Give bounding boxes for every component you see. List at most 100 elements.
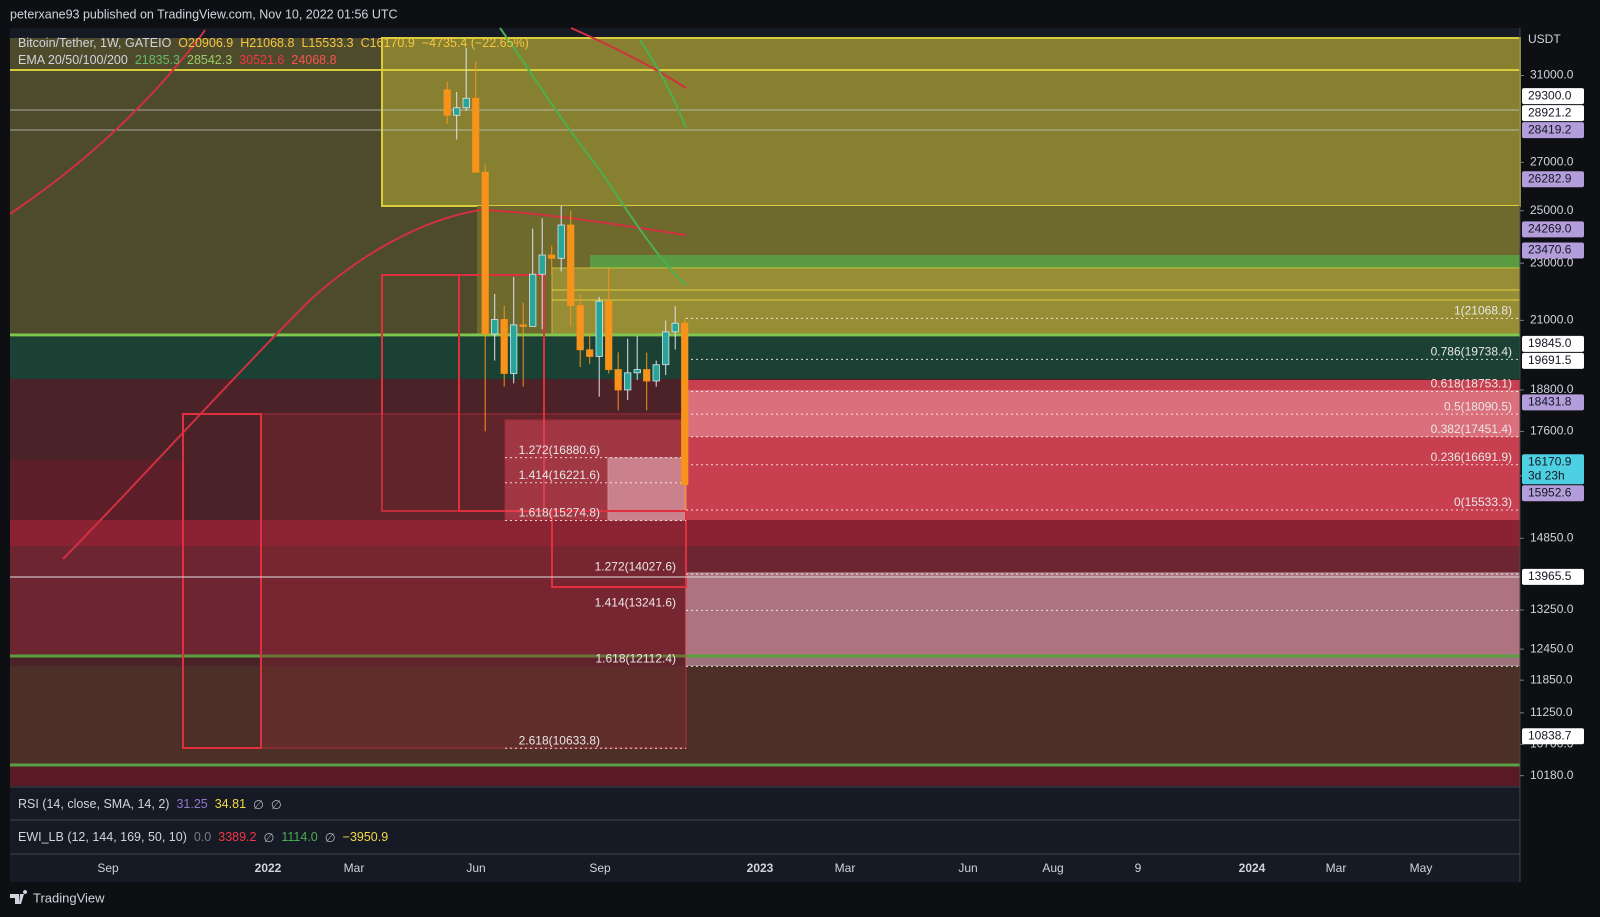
price-badge: [1522, 171, 1584, 188]
price-badge-label: 28419.2: [1528, 122, 1572, 136]
indicator-value: ∅: [253, 798, 264, 812]
price-badge: [1522, 352, 1584, 369]
candle-body: [681, 322, 689, 486]
price-badge: [1522, 221, 1584, 238]
price-badge: [1522, 394, 1584, 411]
y-tick-label: 23000.0: [1530, 255, 1574, 269]
y-tick-label: 18800.0: [1530, 382, 1574, 396]
y-tick-label: 11850.0: [1530, 672, 1573, 686]
fib-label: 1.618(12112.4): [595, 652, 676, 666]
price-badge-label: 19691.5: [1528, 353, 1572, 367]
x-tick-label: Mar: [835, 861, 856, 875]
ohlc-value: H21068.8: [240, 36, 295, 50]
indicator-value: 3389.2: [218, 830, 257, 844]
fib-label: 1.414(13241.6): [595, 596, 676, 610]
price-badge: [1522, 728, 1584, 745]
candle-body: [491, 319, 499, 335]
zone-outline: [182, 413, 262, 749]
price-badge-label: 13965.5: [1528, 569, 1572, 583]
candle-body: [529, 273, 537, 327]
x-tick-label: 9: [1135, 861, 1142, 875]
legend-ema: EMA 20/50/100/200 21835.3 28542.3 30521.6 2…: [18, 53, 337, 67]
price-badge-label: 10838.7: [1528, 728, 1572, 742]
x-tick-label: May: [1410, 861, 1433, 875]
candle-body: [614, 369, 622, 391]
ema-line: [9, 29, 206, 215]
candle-body: [633, 369, 641, 374]
header: peterxane93 published on TradingView.com…: [10, 7, 398, 21]
y-tick-label: 31000.0: [1530, 68, 1574, 82]
price-badge-label: 26282.9: [1528, 171, 1572, 185]
x-tick-label: 2024: [1239, 861, 1266, 875]
candle-body: [652, 364, 660, 382]
indicator-value: 34.81: [214, 797, 247, 811]
fib-label: 2.618(10633.8): [519, 733, 600, 747]
indicator-name: RSI (14, close, SMA, 14, 2): [18, 797, 170, 811]
candle-body: [510, 324, 518, 374]
x-tick-label: Sep: [97, 861, 119, 875]
candle-body: [567, 224, 575, 306]
x-tick-label: Jun: [958, 861, 977, 875]
zone: [381, 37, 1521, 207]
y-tick-label: 11250.0: [1530, 705, 1573, 719]
candle-body: [462, 97, 470, 109]
zone: [686, 380, 1520, 520]
legend-main: Bitcoin/Tether, 1W, GATEIO O20906.9 H2106…: [18, 36, 529, 50]
indicator-value: 0.0: [193, 830, 212, 844]
candle-body: [443, 89, 451, 116]
fib-label: 1.618(15274.8): [519, 506, 600, 520]
x-tick-label: Mar: [344, 861, 365, 875]
indicator-value: ∅: [270, 798, 282, 812]
fib-label: 1.414(16221.6): [519, 468, 600, 482]
fib-label: 0.786(19738.4): [1431, 345, 1512, 359]
x-tick-label: Jun: [466, 861, 485, 875]
currency-label: USDT: [1528, 32, 1561, 46]
ohlc-value: L15533.3: [301, 36, 354, 50]
ema-line: [499, 27, 687, 286]
x-tick-label: 2022: [255, 861, 282, 875]
x-tick-label: Mar: [1326, 861, 1347, 875]
zone-outline: [551, 510, 687, 588]
zone: [10, 520, 1520, 546]
y-tick-label: 27000.0: [1530, 155, 1574, 169]
price-badge-countdown: 3d 23h: [1528, 468, 1565, 482]
price-badge: [1522, 485, 1584, 502]
candle-body: [662, 331, 670, 366]
ema-name: EMA 20/50/100/200: [18, 53, 128, 67]
ema-line: [62, 208, 687, 560]
fib-label: 0.5(18090.5): [1444, 399, 1512, 413]
price-badge: [1522, 88, 1584, 105]
candle-body: [643, 369, 651, 382]
zone: [590, 255, 1520, 268]
price-badge-label: 23470.6: [1528, 243, 1572, 257]
ohlc-value: C16170.9: [360, 36, 415, 50]
ema-line: [570, 27, 687, 89]
y-tick-label: 17600.0: [1530, 424, 1574, 438]
y-tick-label: 21000.0: [1530, 313, 1574, 327]
zone: [10, 767, 1520, 786]
candle-body: [576, 305, 584, 351]
zone: [551, 267, 1521, 335]
zone: [685, 572, 1521, 667]
candle-body: [481, 171, 489, 335]
price-badge: [1522, 568, 1584, 585]
zone: [504, 419, 687, 521]
price-badge: [1522, 454, 1584, 485]
indicator-legend: RSI (14, close, SMA, 14, 2) 31.25 34.81 ∅ ∅: [18, 797, 282, 812]
zone-outline: [458, 274, 545, 512]
price-badge: [1522, 335, 1584, 352]
candle-body: [500, 319, 508, 374]
fib-label: 0.236(16691.9): [1431, 450, 1512, 464]
indicator-name: EWI_LB (12, 144, 169, 50, 10): [18, 830, 187, 844]
fib-label: 0(15533.3): [1454, 495, 1512, 509]
ema-line: [639, 39, 687, 129]
indicator-value: 1114.0: [281, 830, 318, 844]
footer-brand: TradingView: [33, 890, 105, 905]
zone: [10, 666, 1520, 765]
fib-label: 1.272(14027.6): [595, 559, 676, 573]
y-tick-label: 25000.0: [1530, 203, 1574, 217]
x-tick-label: Sep: [589, 861, 611, 875]
x-tick-label: Aug: [1042, 861, 1063, 875]
price-badge-label: 18431.8: [1528, 395, 1572, 409]
